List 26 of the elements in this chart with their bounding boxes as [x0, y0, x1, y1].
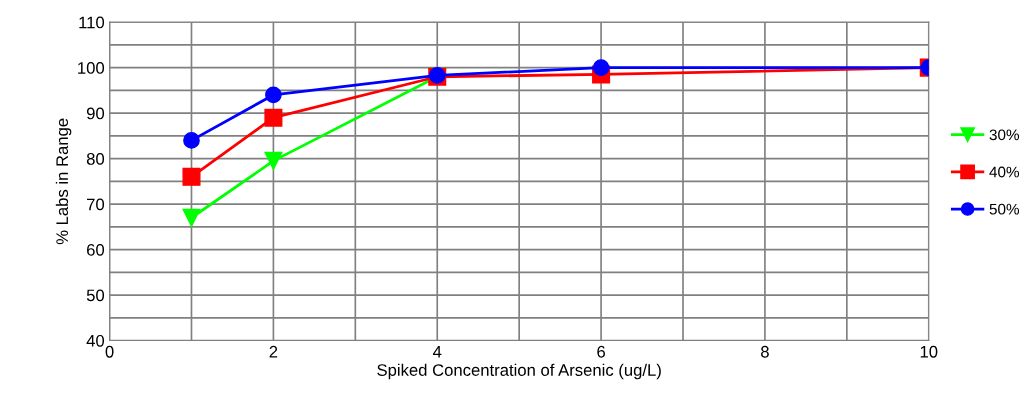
legend-label: 40% [989, 166, 1020, 178]
x-axis-title: Spiked Concentration of Arsenic (ug/L) [377, 363, 661, 380]
x-tick-label: 6 [597, 345, 605, 358]
point [183, 132, 200, 149]
point [264, 108, 283, 127]
y-tick-label: 60 [87, 243, 105, 256]
x-tick-label: 4 [433, 346, 442, 358]
x-tick-label: 0 [105, 345, 114, 358]
point [182, 208, 201, 227]
y-tick-label: 110 [79, 16, 105, 29]
x-tick-label: 2 [269, 345, 278, 358]
point [265, 86, 282, 104]
y-tick-label: 100 [78, 62, 105, 74]
point [182, 167, 201, 186]
legend-label: 50% [989, 203, 1020, 215]
y-tick-label: 80 [86, 153, 105, 165]
y-tick-label: 90 [86, 107, 105, 120]
legend-label: 30% [989, 129, 1020, 141]
y-tick-label: 50 [86, 289, 105, 302]
y-tick-label: 70 [87, 198, 105, 211]
y-tick-label: 40 [86, 334, 105, 347]
y-axis-title: % Labs in Range [55, 118, 72, 245]
x-tick-label: 8 [761, 345, 769, 358]
point [264, 151, 283, 170]
point [592, 59, 610, 76]
x-tick-label: 10 [920, 345, 938, 358]
